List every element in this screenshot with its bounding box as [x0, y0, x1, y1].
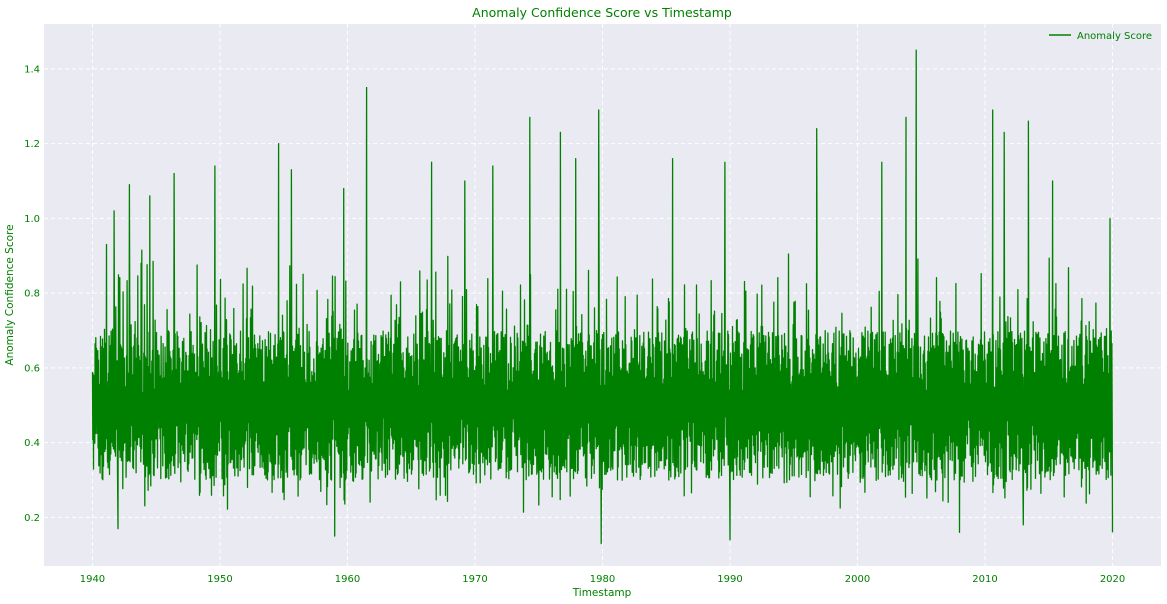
y-tick-label-1.0: 1.0 [24, 214, 40, 225]
y-axis-label: Anomaly Confidence Score [4, 224, 16, 365]
y-tick-label-0.6: 0.6 [24, 363, 40, 374]
y-tick-label-1.2: 1.2 [24, 139, 40, 150]
y-tick-label-0.8: 0.8 [24, 289, 40, 300]
y-tick-label-0.2: 0.2 [24, 513, 40, 524]
x-tick-label-1940: 1940 [80, 574, 105, 585]
legend-label-anomaly-score: Anomaly Score [1077, 31, 1152, 42]
y-tick-label-0.4: 0.4 [24, 438, 40, 449]
y-tick-label-1.4: 1.4 [24, 64, 40, 75]
x-tick-label-1990: 1990 [717, 574, 742, 585]
x-tick-label-2010: 2010 [972, 574, 997, 585]
chart-title: Anomaly Confidence Score vs Timestamp [472, 5, 732, 20]
x-axis-label: Timestamp [572, 587, 632, 599]
x-tick-label-2020: 2020 [1100, 574, 1125, 585]
x-tick-label-1960: 1960 [335, 574, 360, 585]
x-tick-label-2000: 2000 [845, 574, 870, 585]
x-tick-label-1980: 1980 [590, 574, 615, 585]
x-tick-label-1970: 1970 [462, 574, 487, 585]
x-tick-label-1950: 1950 [207, 574, 232, 585]
